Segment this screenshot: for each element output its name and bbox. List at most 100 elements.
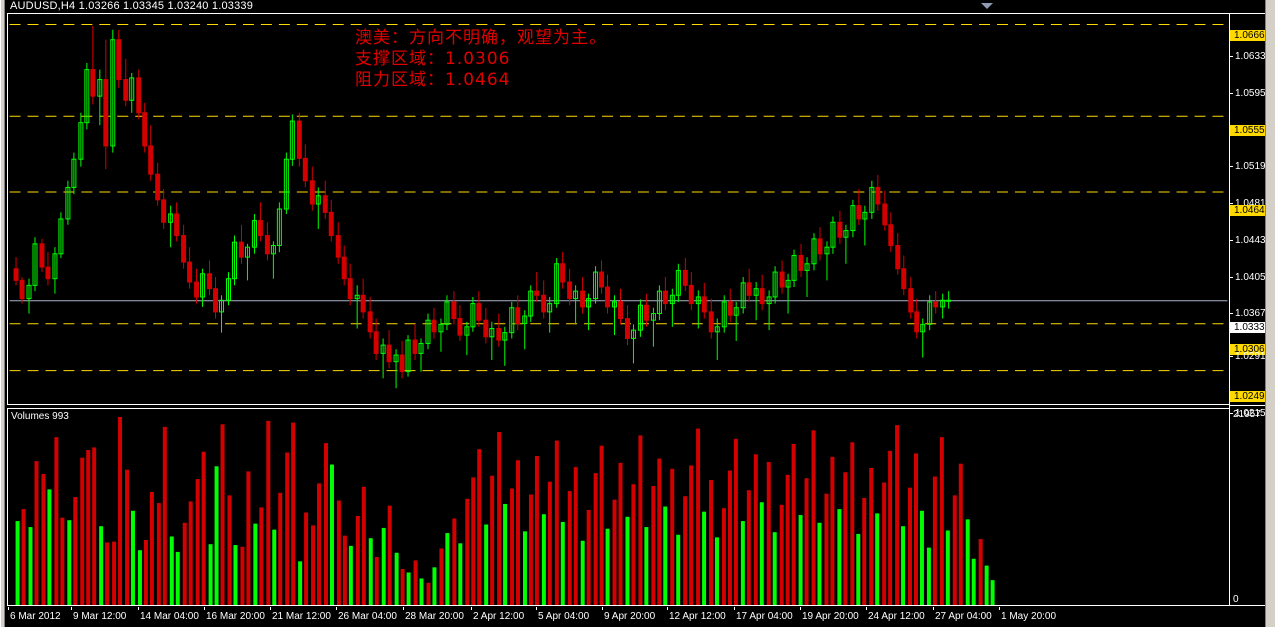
candle-body-bear xyxy=(837,221,843,238)
candle-body-bull xyxy=(502,332,508,341)
volume-bar-up xyxy=(856,533,861,605)
volume-bar-down xyxy=(80,457,85,605)
candle-body-bull xyxy=(785,279,791,288)
tick-mark xyxy=(1230,240,1233,241)
volume-bar-up xyxy=(406,572,411,605)
volume-bar-down xyxy=(73,497,78,605)
volume-bar-down xyxy=(439,548,444,605)
volume-bar-down xyxy=(387,505,392,605)
volume-bar-down xyxy=(721,508,726,605)
volume-bar-down xyxy=(227,495,232,605)
candle-body-bull xyxy=(110,39,116,147)
volume-bar-down xyxy=(567,491,572,605)
time-axis-label: 2 Apr 12:00 xyxy=(473,611,525,622)
time-tick-mark xyxy=(8,607,9,610)
candle-body-bull xyxy=(669,294,675,305)
candle-body-bull xyxy=(65,186,71,220)
candle-body-bull xyxy=(283,158,289,210)
time-tick-mark xyxy=(71,607,72,610)
volume-bar-down xyxy=(651,485,656,605)
volume-bar-down xyxy=(547,481,552,605)
candle-body-bull xyxy=(289,120,295,160)
time-tick-mark xyxy=(270,607,271,610)
candle-body-bear xyxy=(302,157,308,182)
time-scale-axis[interactable]: 6 Mar 2012 9 Mar 12:00 14 Mar 04:00 16 Mar … xyxy=(7,607,1229,626)
candle-body-bear xyxy=(347,278,353,300)
price-tick-1-04430: 1.04430 xyxy=(1230,235,1265,246)
candle-body-bear xyxy=(187,261,193,283)
time-axis-label: 17 Apr 04:00 xyxy=(736,611,793,622)
candle-body-bull xyxy=(438,323,444,333)
volume-bar-down xyxy=(791,443,796,605)
time-tick-mark xyxy=(667,607,668,610)
candle-body-bear xyxy=(451,301,457,320)
volume-bar-down xyxy=(908,487,913,605)
candle-body-bull xyxy=(405,339,411,373)
candle-body-bull xyxy=(650,313,656,321)
candle-body-bull xyxy=(354,294,360,300)
volume-bar-up xyxy=(798,515,803,605)
volume-bar-up xyxy=(984,565,989,605)
volume-bar-up xyxy=(368,538,373,605)
volume-bar-down xyxy=(862,497,867,605)
time-tick-mark xyxy=(800,607,801,610)
volume-bar-down xyxy=(683,496,688,605)
chevron-down-icon[interactable] xyxy=(981,3,993,9)
candle-body-bull xyxy=(58,218,64,255)
candle-body-bull xyxy=(804,263,810,271)
volume-bar-up xyxy=(484,524,489,605)
candle-body-bear xyxy=(45,266,51,280)
volume-bar-up xyxy=(272,529,277,605)
volume-bar-down xyxy=(266,420,271,605)
candle-body-bull xyxy=(824,246,830,255)
volume-bar-up xyxy=(965,519,970,605)
candle-body-bear xyxy=(914,311,920,333)
candle-body-bull xyxy=(766,296,772,305)
volume-bar-down xyxy=(92,447,97,605)
candle-body-bear xyxy=(875,186,881,205)
volume-bar-down xyxy=(958,463,963,605)
price-tick-label: 1.03339 xyxy=(1234,322,1265,333)
volume-bars-plot xyxy=(15,416,995,605)
candle-body-bear xyxy=(103,79,109,147)
volume-bar-up xyxy=(381,527,386,605)
candle-body-bear xyxy=(19,279,25,300)
candle-body-bear xyxy=(257,220,263,237)
symbol-quote-bar: AUDUSD,H4 1.03266 1.03345 1.03240 1.0333… xyxy=(6,0,1265,13)
volume-indicator-pane[interactable] xyxy=(7,408,1229,606)
volume-bar-down xyxy=(586,509,591,605)
candle-body-bear xyxy=(136,77,142,114)
candle-body-bull xyxy=(200,273,206,298)
price-tick-1-05190: 1.05190 xyxy=(1230,161,1265,172)
volume-bar-up xyxy=(919,510,924,605)
volume-bar-up xyxy=(445,533,450,605)
candle-body-bull xyxy=(811,238,817,265)
volume-bar-down xyxy=(112,541,117,605)
candle-body-bull xyxy=(52,253,58,280)
volume-bar-down xyxy=(374,557,379,605)
candle-body-bear xyxy=(341,256,347,280)
volume-bar-down xyxy=(657,458,662,605)
volume-bar-up xyxy=(169,536,174,605)
candle-body-bear xyxy=(779,271,785,288)
chart-text-annotation[interactable]: 澳美：方向不明确，观望为主。 支撑区域：1.0306 阻力区域：1.0464 xyxy=(355,28,607,91)
volume-bar-down xyxy=(413,560,418,605)
candle-body-bull xyxy=(71,158,77,188)
volume-bar-down xyxy=(361,486,366,605)
candle-body-bull xyxy=(920,323,926,333)
candle-body-bear xyxy=(908,288,914,313)
volume-bar-up xyxy=(676,534,681,605)
volume-bar-down xyxy=(118,416,123,605)
candle-body-bear xyxy=(322,195,328,213)
price-tick-label: 1.02150 xyxy=(1235,408,1265,419)
price-scale-axis[interactable]: 1.06664 1.06330 1.05950 1.05558 1.05190 1.048… xyxy=(1229,13,1265,606)
volume-bar-up xyxy=(419,578,424,605)
price-chart-pane[interactable] xyxy=(7,13,1229,405)
candle-body-bull xyxy=(593,271,599,300)
time-tick-mark xyxy=(138,607,139,610)
volume-scale-max: 21957 xyxy=(1233,409,1261,420)
volume-bar-down xyxy=(34,461,39,605)
candle-body-bear xyxy=(688,284,694,305)
volume-bar-up xyxy=(772,532,777,605)
candle-body-bull xyxy=(32,243,38,286)
